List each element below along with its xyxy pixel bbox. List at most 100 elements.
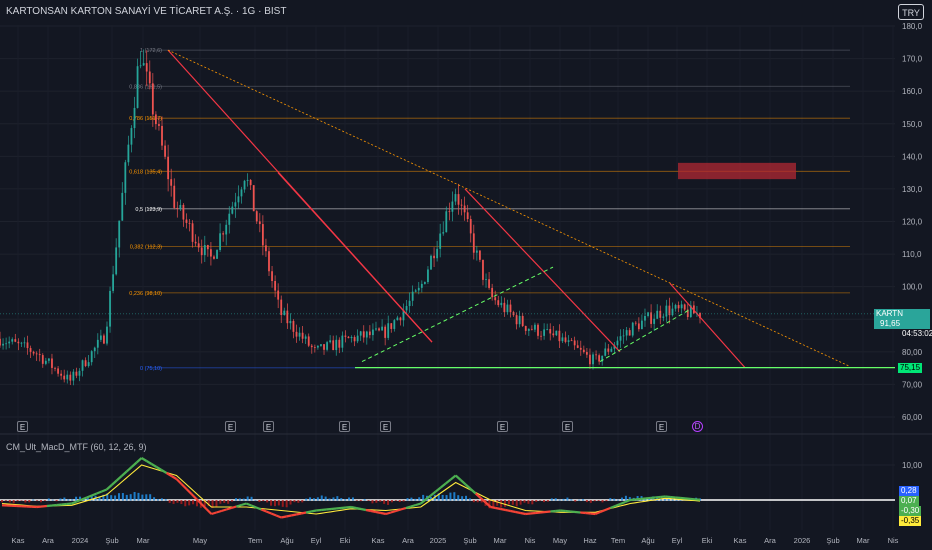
earnings-event-badge[interactable]: E — [497, 421, 508, 432]
candle-body — [527, 328, 530, 331]
macd-histogram-bar — [488, 500, 491, 509]
x-tick-label: Kas — [372, 536, 385, 545]
macd-histogram-bar — [648, 498, 651, 501]
y-tick-label: 100,0 — [902, 283, 923, 292]
macd-histogram-bar — [285, 500, 288, 508]
earnings-event-badge[interactable]: E — [380, 421, 391, 432]
candle-body — [457, 194, 460, 205]
fib-level-label: 1 (172,6) — [140, 48, 162, 54]
y-tick-label: 70,00 — [902, 380, 923, 389]
macd-line-segment — [370, 509, 377, 514]
macd-line-segment — [91, 492, 98, 497]
macd-line-segment — [250, 504, 257, 509]
candle-body — [427, 269, 429, 283]
candle-body — [298, 332, 301, 337]
macd-histogram-bar — [359, 500, 362, 502]
macd-histogram-bar — [63, 497, 66, 501]
macd-line-segment — [325, 507, 332, 511]
candle-body — [14, 339, 17, 342]
macd-histogram-bar — [507, 500, 510, 505]
candle-body — [613, 345, 616, 349]
candle-body — [2, 343, 4, 346]
macd-line-segment — [535, 511, 541, 515]
macd-line-segment — [525, 512, 531, 516]
candle-body — [491, 287, 494, 298]
candle-body — [439, 233, 442, 249]
macd-histogram-bar — [172, 500, 175, 504]
candle-body — [436, 248, 439, 259]
candle-body — [292, 320, 295, 332]
macd-line-segment — [655, 495, 661, 499]
macd-histogram-bar — [390, 500, 393, 503]
candle-body — [48, 358, 50, 361]
earnings-event-badge[interactable]: E — [225, 421, 236, 432]
macd-histogram-bar — [106, 493, 109, 501]
candle-body — [295, 331, 298, 337]
candle-body — [448, 211, 451, 213]
candle-body — [255, 211, 258, 222]
candle-body — [423, 282, 426, 284]
macd-histogram-bar — [301, 500, 304, 503]
macd-histogram-bar — [184, 500, 187, 507]
macd-line-segment — [604, 506, 611, 512]
macd-tick-label: 10,00 — [902, 461, 923, 470]
candle-body — [216, 250, 218, 259]
candle-body — [451, 201, 454, 212]
macd-histogram-bar — [624, 495, 627, 501]
x-tick-label: 2025 — [430, 536, 447, 545]
macd-line-segment — [464, 483, 472, 490]
macd-histogram-bar — [98, 496, 101, 501]
macd-histogram-bar — [312, 498, 315, 501]
macd-histogram-bar — [445, 495, 448, 501]
macd-line-segment — [81, 496, 88, 501]
candle-body — [121, 192, 124, 221]
earnings-event-badge[interactable]: E — [263, 421, 274, 432]
macd-line-segment — [190, 493, 198, 500]
macd-line-segment — [135, 457, 143, 464]
candle-body — [194, 241, 197, 244]
macd-histogram-bar — [262, 500, 265, 502]
candle-body — [592, 354, 594, 365]
macd-line-segment — [365, 508, 372, 513]
earnings-event-badge[interactable]: E — [17, 421, 28, 432]
macd-line-segment — [285, 514, 292, 518]
candle-body — [454, 194, 457, 202]
currency-button[interactable]: TRY — [898, 4, 924, 20]
macd-histogram-bar — [363, 499, 366, 501]
x-tick-label: Ağu — [641, 536, 654, 545]
macd-histogram-bar — [628, 497, 631, 501]
candle-body — [396, 317, 399, 321]
resistance-zone — [678, 162, 796, 180]
macd-histogram-bar — [246, 496, 249, 501]
candle-body — [240, 189, 243, 197]
macd-histogram-bar — [180, 500, 183, 505]
macd-histogram-bar — [121, 493, 124, 501]
macd-line-segment — [614, 502, 621, 508]
macd-histogram-bar — [8, 500, 11, 503]
candle-body — [301, 332, 304, 339]
macd-histogram-bar — [480, 500, 483, 503]
candle-body — [656, 310, 659, 319]
macd-line-segment — [440, 482, 447, 489]
macd-histogram-bar — [242, 498, 245, 501]
candle-body — [222, 233, 225, 235]
macd-line-segment — [175, 478, 183, 485]
candle-body — [41, 355, 44, 364]
macd-line-segment — [305, 510, 312, 514]
earnings-event-badge[interactable]: E — [562, 421, 573, 432]
candle-body — [332, 340, 335, 351]
earnings-event-badge[interactable]: E — [339, 421, 350, 432]
candle-body — [534, 324, 536, 330]
macd-line-segment — [295, 512, 302, 516]
macd-line-segment — [195, 498, 203, 505]
macd-histogram-bar — [293, 500, 296, 503]
macd-histogram-bar — [492, 500, 495, 507]
x-tick-label: Mar — [857, 536, 870, 545]
candle-body — [90, 351, 93, 363]
macd-line-segment — [236, 503, 242, 508]
dividend-event-badge[interactable]: D — [692, 421, 703, 432]
candle-body — [11, 339, 14, 342]
earnings-event-badge[interactable]: E — [656, 421, 667, 432]
macd-histogram-bar — [663, 498, 666, 501]
